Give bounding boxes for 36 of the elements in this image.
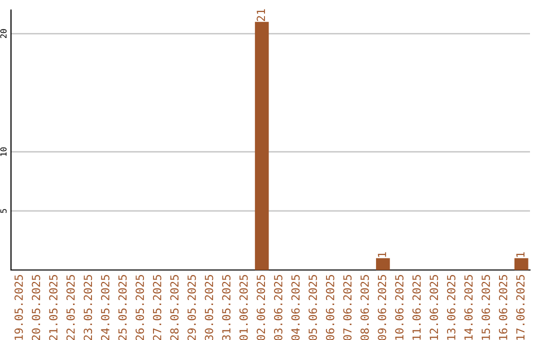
y-tick-label: 20	[0, 29, 7, 38]
x-tick-label: 12.06.2025	[430, 275, 438, 340]
x-tick-label: 08.06.2025	[360, 275, 369, 340]
x-tick-label: 24.05.2025	[101, 275, 110, 340]
x-tick-label: 26.05.2025	[136, 275, 144, 340]
x-tick-label: 19.05.2025	[14, 275, 23, 340]
x-tick-label: 13.06.2025	[447, 275, 456, 340]
x-tick-label: 09.06.2025	[378, 275, 386, 340]
x-tick-label: 22.05.2025	[66, 275, 75, 340]
x-tick-label: 23.05.2025	[84, 275, 92, 340]
y-tick-label: 5	[0, 209, 7, 213]
y-tick-label: 10	[0, 147, 7, 156]
x-tick-label: 17.06.2025	[516, 275, 525, 340]
x-tick-label: 15.06.2025	[482, 275, 490, 340]
x-tick-label: 14.06.2025	[464, 275, 473, 340]
x-tick-label: 01.06.2025	[239, 275, 248, 340]
data-label: 1	[378, 252, 386, 257]
x-tick-label: 29.05.2025	[188, 275, 196, 340]
x-tick-label: 21.05.2025	[49, 275, 58, 340]
x-tick-label: 30.05.2025	[204, 275, 214, 340]
x-tick-label: 04.06.2025	[291, 275, 300, 340]
x-tick-label: 20.05.2025	[32, 275, 40, 340]
x-tick-label: 31.05.2025	[222, 275, 231, 340]
x-tick-label: 10.06.2025	[395, 275, 404, 340]
x-tick-label: 02.06.2025	[256, 275, 266, 340]
data-label: 1	[516, 252, 524, 257]
x-tick-label: 28.05.2025	[170, 275, 179, 340]
x-tick-label: 03.06.2025	[274, 275, 282, 340]
x-tick-label: 11.06.2025	[412, 275, 421, 340]
data-label: 21	[256, 9, 265, 21]
x-tick-label: 16.06.2025	[498, 275, 508, 340]
x-tick-label: 07.06.2025	[343, 275, 352, 340]
x-tick-label: 25.05.2025	[118, 275, 127, 340]
x-tick-label: 06.06.2025	[326, 275, 334, 340]
x-tick-label: 05.06.2025	[308, 275, 318, 340]
x-tick-label: 27.05.2025	[152, 275, 162, 340]
